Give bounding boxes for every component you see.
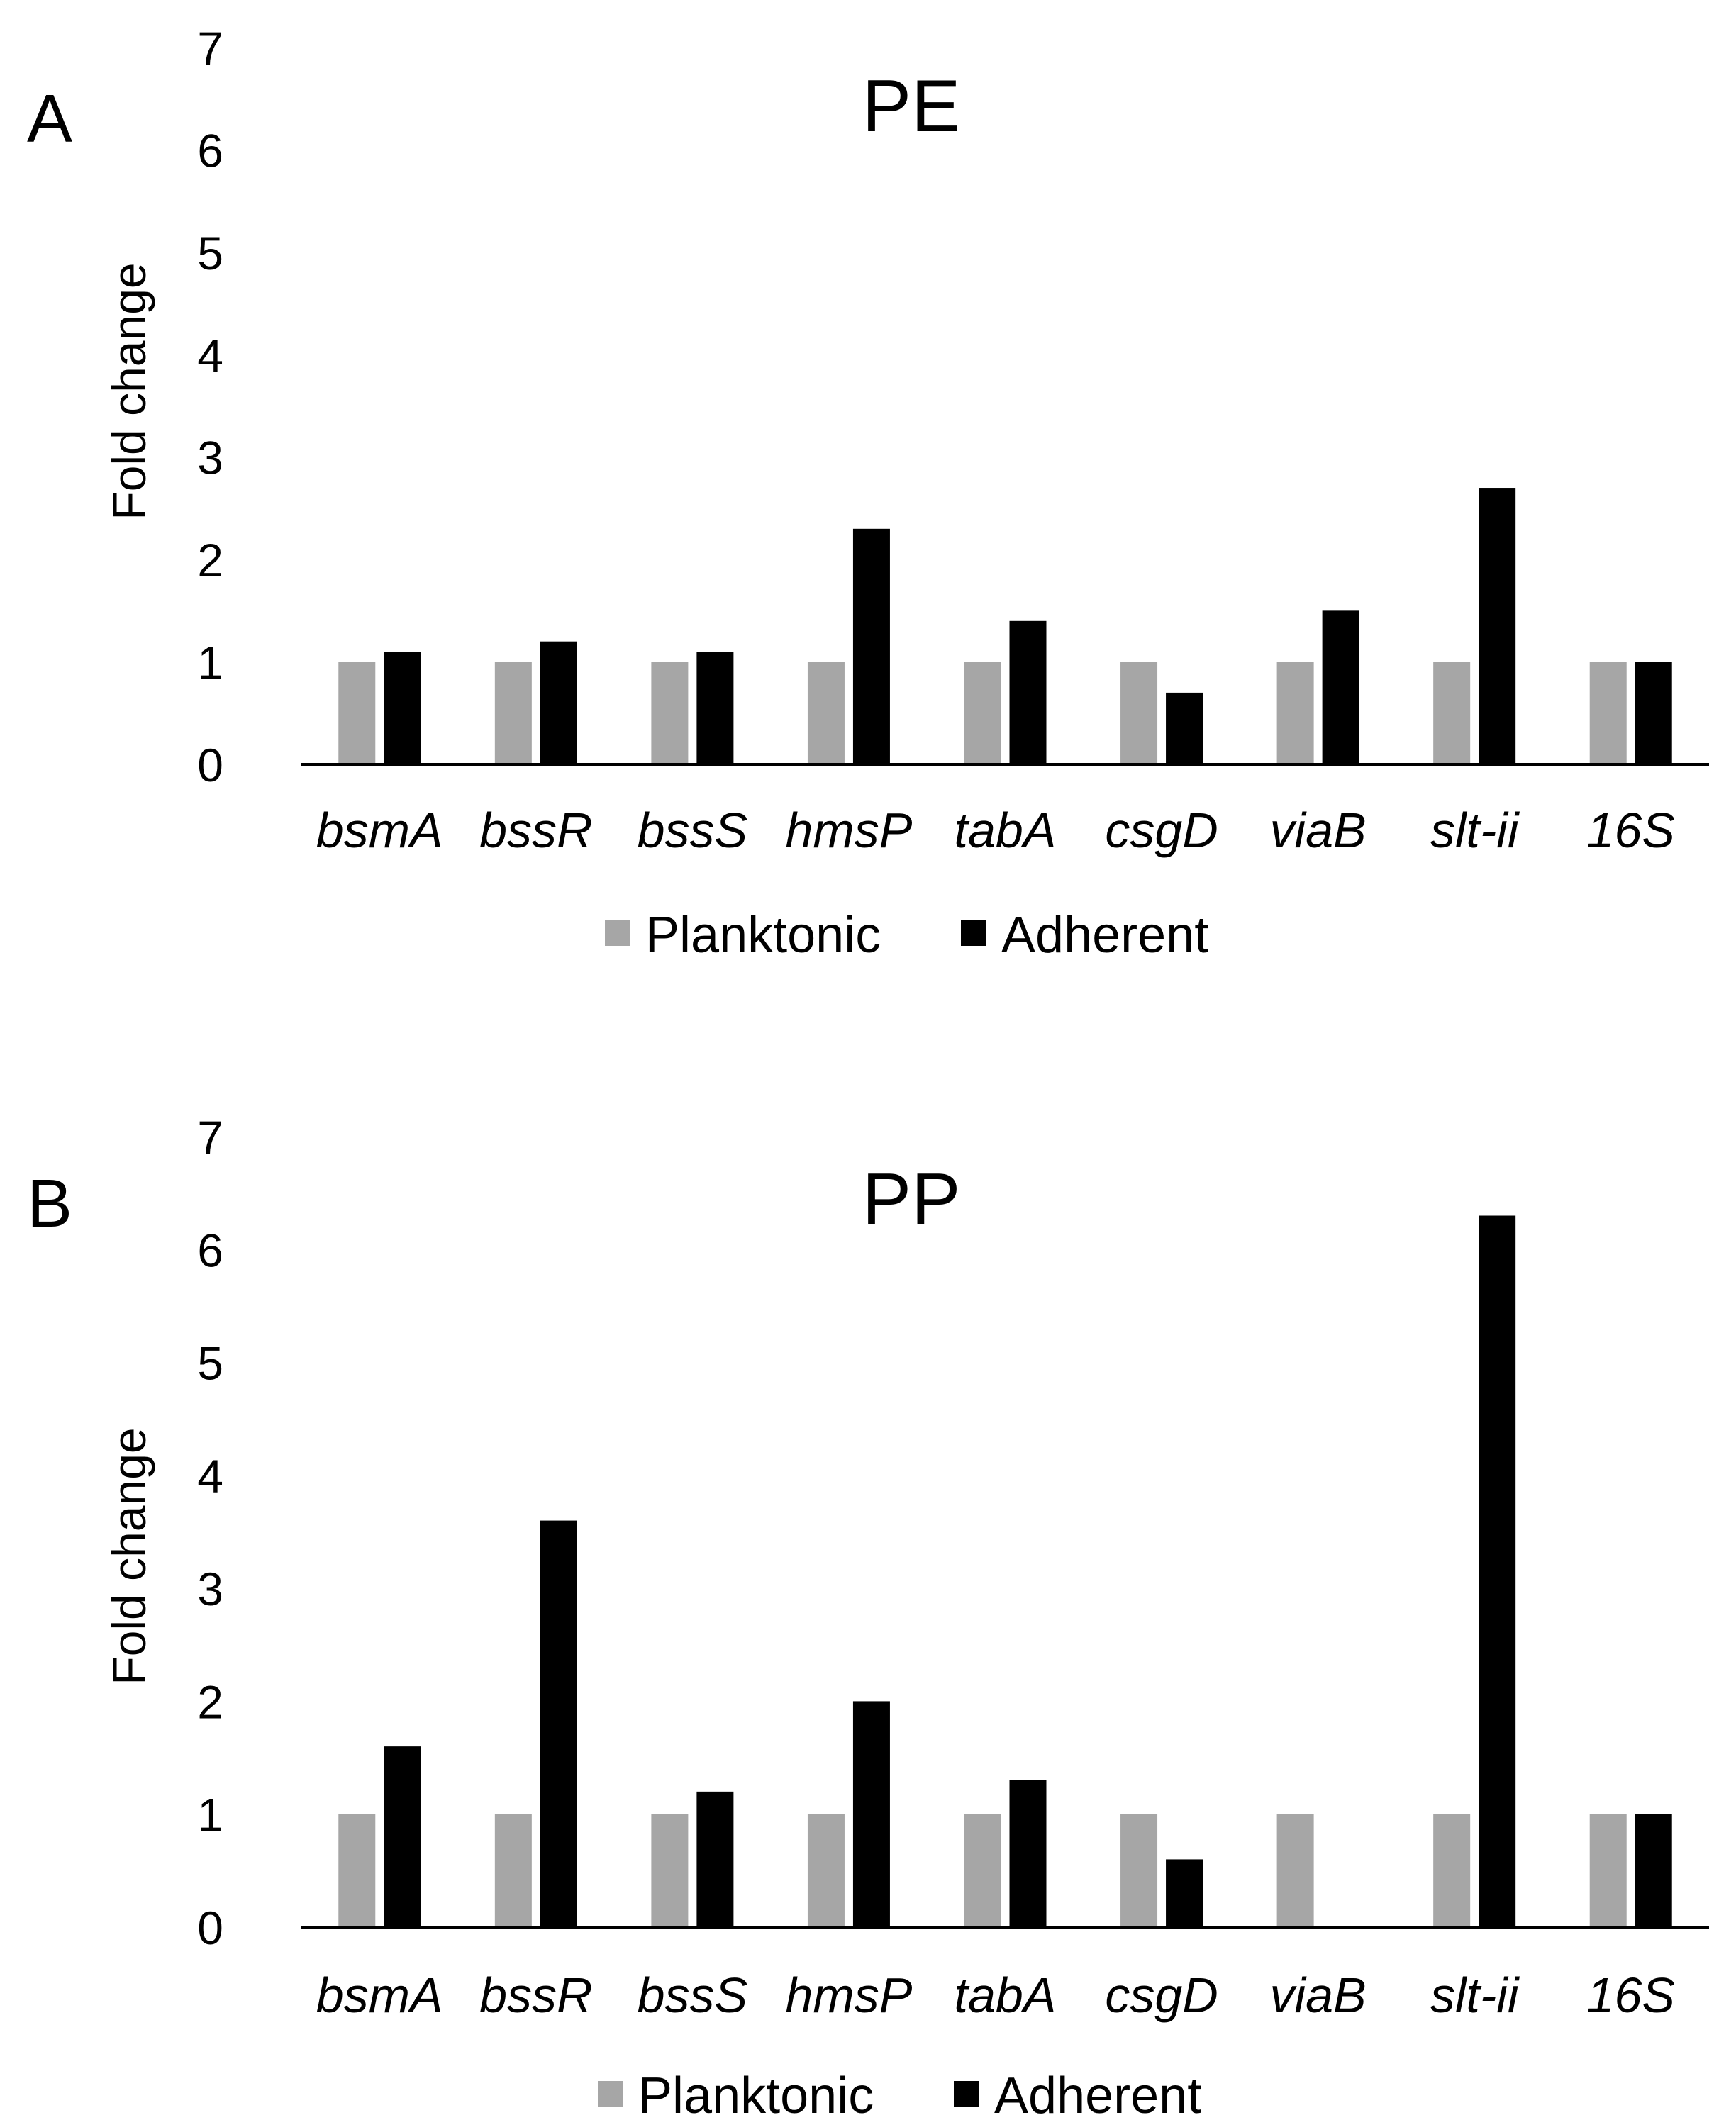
legend-label-planktonic: Planktonic — [645, 907, 881, 964]
legend-swatch-adherent — [961, 920, 986, 946]
y-tick-label: 6 — [197, 124, 223, 177]
bar-planktonic-bsma — [338, 1814, 376, 1927]
bar-planktonic-csgd — [1120, 1814, 1158, 1927]
category-label: bssR — [479, 1968, 592, 2023]
y-tick-label: 4 — [197, 1450, 223, 1502]
bar-adherent-16s — [1635, 1814, 1672, 1927]
bar-planktonic-hmsp — [807, 1814, 845, 1927]
bar-adherent-taba — [1009, 1780, 1047, 1927]
bar-planktonic-slt-ii — [1433, 662, 1471, 764]
bar-planktonic-slt-ii — [1433, 1814, 1471, 1927]
legend-swatch-adherent — [954, 2081, 979, 2107]
category-label: csgD — [1105, 1968, 1218, 2023]
y-tick-label: 6 — [197, 1224, 223, 1276]
bar-adherent-csgd — [1166, 692, 1203, 764]
bar-planktonic-taba — [964, 662, 1001, 764]
bar-planktonic-viab — [1276, 1814, 1314, 1927]
y-axis-label: Fold change — [103, 262, 155, 520]
chart-panel-a: A PE Fold change 0 1 2 3 4 5 6 7 bsmA bssR bssS hm… — [27, 22, 1709, 964]
category-label: 16S — [1586, 1968, 1675, 2023]
y-ticks: 0 1 2 3 4 5 6 7 — [197, 1111, 223, 1954]
category-label: bsmA — [316, 803, 443, 858]
bar-planktonic-bsss — [651, 662, 689, 764]
bar-adherent-hmsp — [852, 1701, 890, 1927]
bar-planktonic-bssr — [494, 1814, 532, 1927]
category-label: tabA — [955, 803, 1057, 858]
y-tick-label: 3 — [197, 1563, 223, 1615]
bar-adherent-csgd — [1166, 1859, 1203, 1927]
category-label: viaB — [1270, 803, 1367, 858]
category-label: csgD — [1105, 803, 1218, 858]
y-tick-label: 5 — [197, 227, 223, 279]
chart-panel-b: B PP Fold change 0 1 2 3 4 5 6 7 bsmA bssR bssS hm… — [27, 1111, 1709, 2120]
chart-title: PP — [862, 1159, 961, 1241]
bar-planktonic-16s — [1589, 662, 1627, 764]
y-tick-label: 1 — [197, 1789, 223, 1841]
category-label: tabA — [955, 1968, 1057, 2023]
category-label: viaB — [1270, 1968, 1367, 2023]
y-tick-label: 0 — [197, 739, 223, 791]
legend: Planktonic Adherent — [598, 2068, 1201, 2120]
y-tick-label: 7 — [197, 22, 223, 74]
bar-planktonic-bsss — [651, 1814, 689, 1927]
category-label: bssR — [479, 803, 592, 858]
y-tick-label: 3 — [197, 432, 223, 484]
y-tick-label: 2 — [197, 1675, 223, 1728]
y-ticks: 0 1 2 3 4 5 6 7 — [197, 22, 223, 791]
category-labels: bsmA bssR bssS hmsP tabA csgD viaB slt-ii 16S — [316, 1968, 1675, 2023]
bar-adherent-viab — [1322, 610, 1359, 764]
chart-title: PE — [862, 65, 961, 147]
bar-adherent-slt-ii — [1479, 488, 1516, 764]
legend-swatch-planktonic — [605, 920, 630, 946]
bar-adherent-16s — [1635, 662, 1672, 764]
category-label: bssS — [638, 1968, 748, 2023]
bar-planktonic-taba — [964, 1814, 1001, 1927]
category-label: hmsP — [785, 1968, 912, 2023]
category-label: 16S — [1586, 803, 1675, 858]
bar-planktonic-bsma — [338, 662, 376, 764]
bar-planktonic-viab — [1276, 662, 1314, 764]
category-labels: bsmA bssR bssS hmsP tabA csgD viaB slt-ii 16S — [316, 803, 1675, 858]
legend-label-adherent: Adherent — [1001, 907, 1208, 964]
category-label: bsmA — [316, 1968, 443, 2023]
bars — [338, 488, 1672, 764]
y-tick-label: 5 — [197, 1337, 223, 1390]
bar-planktonic-csgd — [1120, 662, 1158, 764]
legend-label-adherent: Adherent — [994, 2068, 1201, 2120]
bar-adherent-bssr — [540, 641, 577, 764]
bar-adherent-bsma — [384, 652, 421, 764]
bar-planktonic-bssr — [494, 662, 532, 764]
y-tick-label: 1 — [197, 637, 223, 689]
category-label: bssS — [638, 803, 748, 858]
category-label: slt-ii — [1430, 803, 1520, 858]
category-label: slt-ii — [1430, 1968, 1520, 2023]
legend-swatch-planktonic — [598, 2081, 623, 2107]
bar-adherent-bsma — [384, 1746, 421, 1927]
bar-adherent-slt-ii — [1479, 1215, 1516, 1927]
y-tick-label: 0 — [197, 1902, 223, 1954]
y-tick-label: 7 — [197, 1111, 223, 1164]
bar-adherent-bsss — [696, 1791, 734, 1927]
bar-planktonic-hmsp — [807, 662, 845, 764]
y-tick-label: 4 — [197, 329, 223, 381]
legend: Planktonic Adherent — [605, 907, 1208, 964]
category-label: hmsP — [785, 803, 912, 858]
bars — [338, 1215, 1672, 1927]
panel-letter: A — [27, 81, 72, 157]
bar-planktonic-16s — [1589, 1814, 1627, 1927]
bar-adherent-taba — [1009, 620, 1047, 764]
y-axis-label: Fold change — [103, 1427, 155, 1685]
y-tick-label: 2 — [197, 534, 223, 586]
bar-adherent-bssr — [540, 1520, 577, 1927]
bar-adherent-bsss — [696, 652, 734, 764]
panel-letter: B — [27, 1166, 72, 1242]
legend-label-planktonic: Planktonic — [638, 2068, 874, 2120]
bar-adherent-hmsp — [852, 528, 890, 764]
